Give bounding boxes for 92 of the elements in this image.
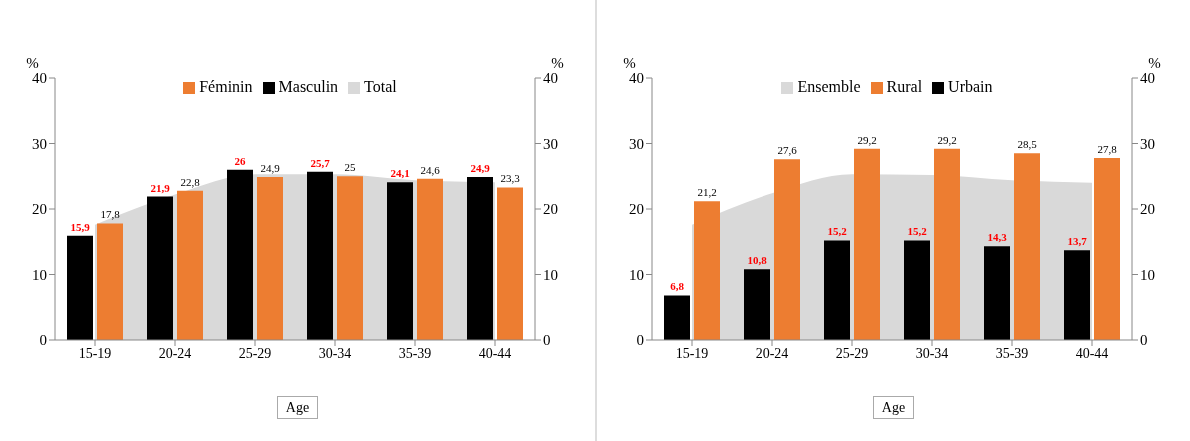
- y-tick-label: 20: [629, 201, 644, 218]
- bar: [1094, 157, 1120, 340]
- bar: [227, 169, 253, 340]
- y2-tick-label: 20: [543, 201, 558, 218]
- data-label: 14,3: [987, 231, 1008, 244]
- data-label: 21,2: [697, 186, 717, 199]
- data-label: 23,3: [500, 172, 521, 185]
- data-label: 29,2: [937, 133, 957, 146]
- x-tick-label: 25-29: [238, 345, 272, 361]
- legend-label: Total: [364, 78, 397, 95]
- data-label: 27,8: [1097, 142, 1118, 155]
- bar: [67, 235, 93, 340]
- data-label: 17,8: [100, 208, 121, 221]
- data-label: 27,6: [777, 144, 798, 157]
- data-label: 24,6: [420, 163, 441, 176]
- bar: [664, 295, 690, 340]
- y2-tick-label: 0: [543, 332, 551, 349]
- data-label: 25,7: [310, 156, 331, 169]
- data-label: 24,9: [260, 161, 281, 174]
- y2-tick-label: 20: [1140, 201, 1155, 218]
- y-tick-label: 30: [32, 135, 47, 152]
- bar: [417, 178, 443, 340]
- y2-tick-label: 10: [1140, 266, 1155, 283]
- x-tick-label: 25-29: [835, 345, 869, 361]
- bar: [1014, 153, 1040, 340]
- x-tick-label: 30-34: [318, 345, 352, 361]
- legend-label: Ensemble: [797, 78, 861, 95]
- legend-label: Féminin: [199, 78, 253, 95]
- y-tick-label: 40: [629, 70, 644, 87]
- y-tick-label: 40: [32, 70, 47, 87]
- y2-tick-label: 0: [1140, 332, 1148, 349]
- y2-tick-label: 30: [543, 135, 558, 152]
- x-axis-title: Age: [872, 396, 915, 419]
- bar: [97, 223, 123, 340]
- bar: [257, 176, 283, 340]
- y2-tick-label: 40: [1140, 70, 1155, 87]
- bar: [177, 190, 203, 340]
- x-tick-label: 20-24: [158, 345, 192, 361]
- legend-label: Masculin: [278, 78, 339, 95]
- data-label: 15,2: [827, 225, 848, 238]
- bar: [307, 171, 333, 340]
- data-label: 24,1: [390, 167, 410, 180]
- data-label: 13,7: [1067, 235, 1088, 248]
- y-tick-label: 0: [39, 332, 47, 349]
- data-label: 10,8: [747, 254, 768, 267]
- y-tick-label: 20: [32, 201, 47, 218]
- y2-tick-label: 40: [543, 70, 558, 87]
- x-tick-label: 15-19: [78, 345, 112, 361]
- bar: [744, 269, 770, 340]
- y2-axis-title: %: [1148, 55, 1161, 71]
- bar: [934, 148, 960, 340]
- bar: [337, 176, 363, 340]
- x-tick-label: 15-19: [675, 345, 709, 361]
- y-axis-title: %: [623, 55, 636, 71]
- bar: [904, 240, 930, 340]
- bar: [387, 182, 413, 340]
- bar: [467, 176, 493, 340]
- data-label: 25: [344, 161, 356, 174]
- x-tick-label: 30-34: [915, 345, 949, 361]
- data-label: 22,8: [180, 175, 201, 188]
- y2-axis-title: %: [551, 55, 564, 71]
- data-label: 6,8: [670, 280, 685, 293]
- x-tick-label: 35-39: [995, 345, 1029, 361]
- y-tick-label: 10: [32, 266, 47, 283]
- y-tick-label: 30: [629, 135, 644, 152]
- legend-label: Rural: [886, 78, 923, 95]
- data-label: 21,9: [150, 181, 171, 194]
- data-label: 28,5: [1017, 138, 1038, 151]
- legend-label: Urbain: [948, 78, 993, 95]
- bar: [824, 240, 850, 340]
- bar: [774, 159, 800, 340]
- data-label: 15,9: [70, 220, 91, 233]
- bar: [147, 196, 173, 340]
- data-label: 15,2: [907, 225, 928, 238]
- x-tick-label: 40-44: [478, 345, 512, 361]
- bar: [984, 246, 1010, 340]
- y-tick-label: 0: [636, 332, 644, 349]
- data-label: 24,9: [470, 161, 491, 174]
- bar: [854, 148, 880, 340]
- x-tick-label: 20-24: [755, 345, 789, 361]
- x-tick-label: 40-44: [1075, 345, 1109, 361]
- data-label: 29,2: [857, 133, 877, 146]
- bar: [497, 187, 523, 340]
- bar: [1064, 250, 1090, 340]
- bar: [694, 201, 720, 340]
- x-axis-title: Age: [276, 396, 319, 419]
- y-tick-label: 10: [629, 266, 644, 283]
- y-axis-title: %: [26, 55, 39, 71]
- x-tick-label: 35-39: [398, 345, 432, 361]
- y2-tick-label: 10: [543, 266, 558, 283]
- y2-tick-label: 30: [1140, 135, 1155, 152]
- data-label: 26: [234, 154, 246, 167]
